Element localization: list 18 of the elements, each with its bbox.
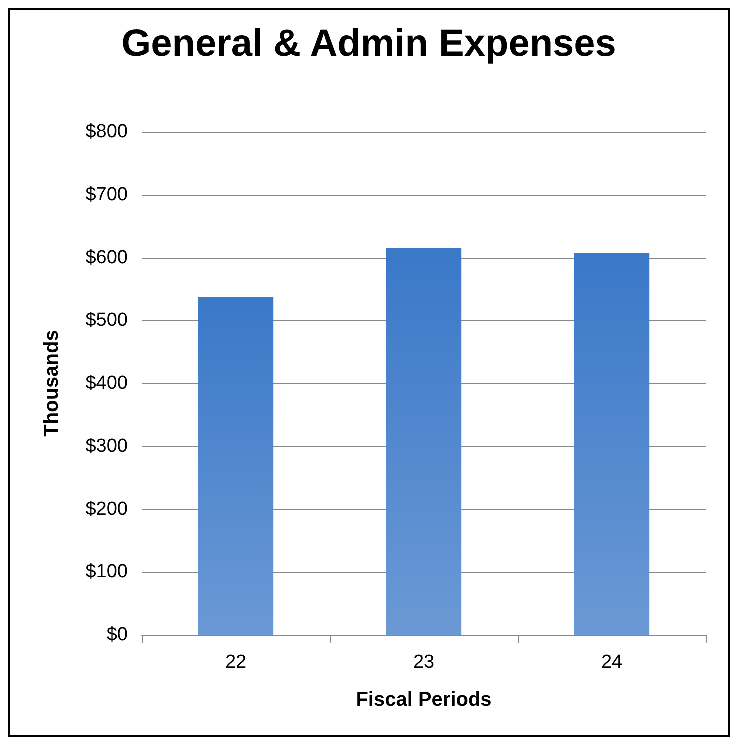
y-tick-label: $300 [86,436,128,457]
y-tick-label: $0 [106,624,128,646]
y-tick-label: $100 [86,562,128,583]
bar [386,248,462,635]
bar [198,297,274,635]
x-tick-label: 24 [601,652,623,673]
y-tick-label: $500 [86,310,128,332]
y-tick-label: $600 [86,247,128,268]
y-axis-title: Thousands [41,330,63,437]
chart-title: General & Admin Expenses [122,23,616,65]
x-tick-label: 23 [413,652,435,673]
y-tick-label: $800 [86,122,128,142]
y-tick-label: $400 [86,373,128,394]
y-tick-label: $700 [86,184,128,206]
y-tick-label: $200 [86,498,128,520]
bar [574,253,650,635]
x-axis-title: Fiscal Periods [356,689,492,711]
x-tick-label: 22 [225,652,247,673]
